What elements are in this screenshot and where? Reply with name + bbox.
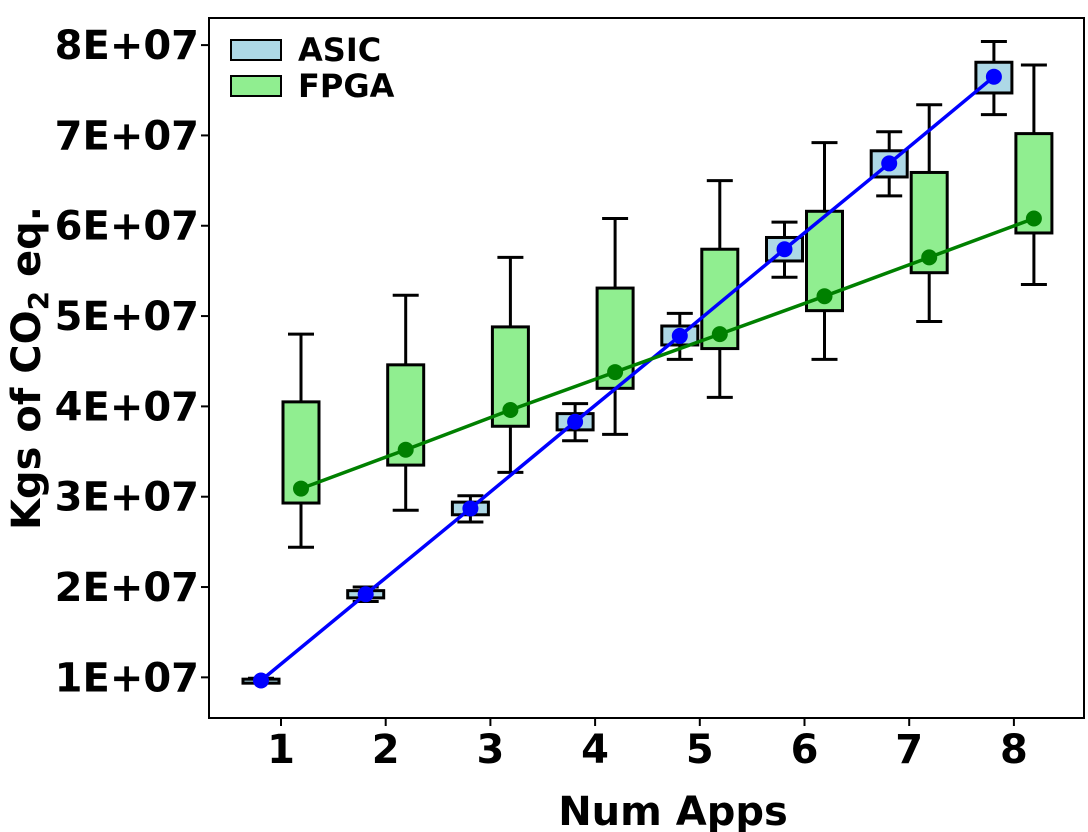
- mean-point-asic-3: [462, 500, 479, 517]
- box-fpga-7: [909, 103, 949, 323]
- series-fpga: [281, 63, 1054, 549]
- box-fpga-4: [595, 217, 635, 436]
- legend-swatch-asic: [230, 39, 282, 61]
- plot-frame: [208, 17, 1085, 719]
- legend-label-fpga: FPGA: [298, 67, 395, 105]
- x-tick-label: 4: [581, 727, 609, 773]
- x-tick-label: 7: [895, 727, 923, 773]
- x-axis-label: Num Apps: [558, 789, 788, 832]
- mean-point-fpga-5: [711, 326, 728, 343]
- mean-point-asic-6: [776, 241, 793, 258]
- legend-swatch-fpga: [230, 75, 282, 97]
- mean-point-fpga-6: [816, 288, 833, 305]
- box-fpga-2: [386, 293, 426, 512]
- mean-point-asic-1: [253, 672, 269, 689]
- legend: ASIC FPGA: [230, 31, 395, 105]
- mean-point-fpga-3: [502, 402, 519, 418]
- legend-label-asic: ASIC: [298, 31, 381, 69]
- mean-point-asic-7: [881, 155, 898, 172]
- y-axis-label-tail: eq.: [4, 206, 50, 291]
- x-tick-label: 1: [267, 727, 295, 773]
- x-tick-label: 8: [1000, 727, 1028, 773]
- x-tick-label: 3: [476, 727, 504, 773]
- box-fpga-3: [490, 255, 530, 474]
- box-fpga-8: [1014, 63, 1054, 286]
- y-tick-label: 3E+07: [55, 475, 199, 521]
- mean-line-asic: [259, 75, 996, 682]
- y-tick-label: 4E+07: [55, 384, 199, 430]
- x-tick-label: 2: [372, 727, 400, 773]
- y-axis-label-subscript: 2: [22, 291, 55, 310]
- y-axis-label-main: Kgs of CO: [4, 310, 50, 530]
- plot-content: [241, 39, 1054, 689]
- mean-point-asic-2: [357, 586, 374, 603]
- y-tick-label: 6E+07: [55, 204, 199, 250]
- mean-point-asic-8: [985, 68, 1002, 85]
- box-fpga-6: [805, 141, 844, 361]
- y-axis-label: Kgs of CO2 eq.: [4, 206, 55, 530]
- mean-point-asic-5: [671, 327, 688, 344]
- series-asic: [241, 39, 1014, 685]
- y-tick-label: 8E+07: [55, 23, 199, 69]
- y-tick-label: 5E+07: [55, 294, 199, 340]
- y-tick-label: 7E+07: [55, 113, 199, 159]
- mean-point-fpga-2: [397, 441, 414, 458]
- mean-point-fpga-7: [921, 249, 938, 266]
- mean-point-fpga-1: [293, 480, 309, 497]
- x-tick-label: 5: [686, 727, 714, 773]
- y-tick-label: 1E+07: [55, 655, 199, 701]
- box-fpga-5: [700, 179, 740, 399]
- mean-point-asic-4: [567, 413, 584, 430]
- mean-line-fpga: [300, 216, 1035, 491]
- mean-point-fpga-8: [1025, 210, 1042, 227]
- y-axis: 1E+07 2E+07 3E+07 4E+07 5E+07 6E+07 7E+07 8E+07: [55, 23, 209, 701]
- y-tick-label: 2E+07: [55, 565, 199, 611]
- mean-point-fpga-4: [607, 364, 624, 381]
- x-tick-label: 6: [791, 727, 819, 773]
- x-axis: 1 2 3 4 5 6 7 8: [267, 718, 1028, 773]
- box-fpga-1: [281, 332, 321, 549]
